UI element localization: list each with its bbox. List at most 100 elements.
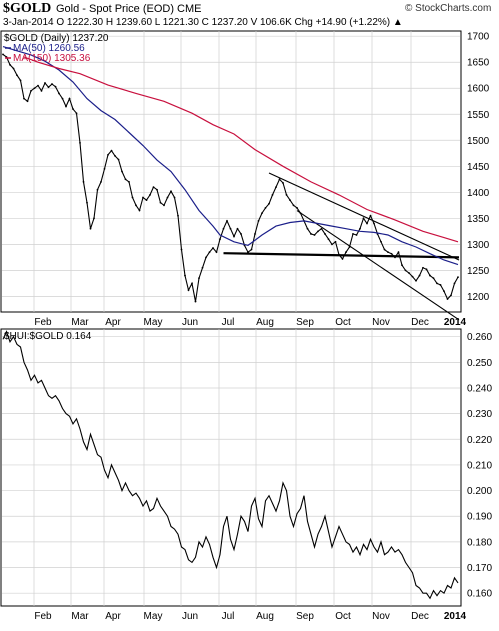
price-point bbox=[212, 247, 214, 249]
price-point bbox=[72, 108, 74, 110]
ratio-y-tick-label: 0.170 bbox=[467, 563, 492, 574]
price-y-tick-label: 1200 bbox=[467, 292, 490, 303]
ratio-x-tick-label: Dec bbox=[411, 611, 429, 622]
price-point bbox=[355, 234, 358, 236]
price-point bbox=[12, 67, 15, 70]
ratio-y-tick-label: 0.200 bbox=[467, 486, 492, 497]
ratio-x-tick-label: Sep bbox=[296, 611, 314, 622]
price-point bbox=[387, 251, 389, 254]
price-point bbox=[16, 74, 18, 77]
price-point bbox=[341, 258, 344, 260]
price-point bbox=[26, 100, 29, 103]
price-point bbox=[275, 186, 277, 189]
legend-entry: MA(150) 1305.36 bbox=[13, 53, 91, 64]
price-point bbox=[117, 158, 120, 161]
price-point bbox=[397, 251, 400, 254]
price-point bbox=[334, 240, 337, 243]
price-point bbox=[439, 284, 442, 286]
price-point bbox=[366, 222, 368, 225]
price-x-tick-label: May bbox=[144, 317, 163, 328]
price-point bbox=[352, 233, 354, 235]
price-point bbox=[408, 272, 410, 274]
price-point bbox=[359, 227, 361, 230]
price-point bbox=[299, 212, 302, 215]
price-point bbox=[429, 274, 431, 277]
price-point bbox=[215, 251, 218, 254]
price-point bbox=[394, 256, 396, 259]
price-point bbox=[240, 233, 242, 235]
price-x-tick-label: Dec bbox=[411, 317, 429, 328]
price-point bbox=[331, 243, 333, 246]
price-point bbox=[79, 141, 81, 144]
price-point bbox=[443, 290, 445, 293]
ratio-x-tick-label: Jun bbox=[182, 611, 198, 622]
price-x-tick-label: 2014 bbox=[444, 317, 467, 328]
price-point bbox=[411, 275, 414, 278]
price-point bbox=[261, 212, 263, 215]
series-line-price-1 bbox=[2, 46, 459, 266]
ratio-x-tick-label: Aug bbox=[256, 611, 274, 622]
ratio-legend: $HUI:$GOLD 0.164 bbox=[4, 331, 92, 342]
price-point bbox=[149, 194, 151, 196]
price-point bbox=[320, 227, 323, 230]
price-point bbox=[201, 266, 204, 269]
price-point bbox=[233, 235, 235, 238]
price-point bbox=[65, 105, 67, 108]
price-point bbox=[180, 248, 183, 251]
price-point bbox=[362, 217, 365, 220]
chart-header: $GOLD Gold - Spot Price (EOD) CME © Stoc… bbox=[0, 0, 499, 31]
price-point bbox=[110, 149, 113, 152]
series-line-price-2 bbox=[23, 56, 459, 243]
ratio-x-tick-label: Apr bbox=[105, 611, 121, 622]
panel-ratio: 0.160 0.170 0.180 0.190 0.200 0.210 0.220 0.230… bbox=[0, 328, 492, 622]
price-point bbox=[138, 209, 141, 212]
price-point bbox=[152, 186, 155, 189]
price-point bbox=[418, 274, 421, 277]
price-x-tick-label: Feb bbox=[34, 317, 52, 328]
price-point bbox=[107, 153, 109, 156]
price-y-tick-label: 1500 bbox=[467, 136, 490, 147]
ratio-y-tick-label: 0.250 bbox=[467, 358, 492, 369]
price-point bbox=[163, 204, 165, 207]
price-point bbox=[250, 248, 253, 251]
price-y-tick-label: 1650 bbox=[467, 58, 490, 69]
brand-label[interactable]: © StockCharts.com bbox=[405, 3, 492, 14]
price-point bbox=[264, 207, 267, 209]
price-point bbox=[457, 276, 459, 279]
horizontal-support bbox=[223, 252, 460, 259]
price-y-tick-label: 1600 bbox=[467, 84, 490, 95]
price-point bbox=[124, 178, 127, 181]
price-point bbox=[82, 181, 85, 183]
ratio-x-tick-label: May bbox=[144, 611, 163, 622]
price-point bbox=[289, 199, 291, 202]
price-point bbox=[453, 282, 456, 285]
ratio-x-tick-label: 2014 bbox=[444, 611, 467, 622]
price-y-tick-label: 1700 bbox=[467, 32, 490, 43]
symbol-description: Gold - Spot Price (EOD) CME bbox=[56, 3, 202, 15]
price-point bbox=[278, 178, 281, 181]
legend-entry: $HUI:$GOLD 0.164 bbox=[4, 331, 92, 342]
ratio-y-tick-label: 0.210 bbox=[467, 460, 492, 471]
price-y-tick-label: 1250 bbox=[467, 266, 490, 277]
ratio-y-tick-label: 0.180 bbox=[467, 537, 492, 548]
price-y-tick-label: 1450 bbox=[467, 162, 490, 173]
price-point bbox=[229, 227, 232, 230]
price-frame bbox=[0, 30, 462, 313]
price-point bbox=[166, 196, 169, 199]
price-point bbox=[173, 196, 176, 199]
price-y-tick-label: 1350 bbox=[467, 214, 490, 225]
price-point bbox=[268, 202, 270, 205]
price-point bbox=[292, 204, 295, 207]
price-point bbox=[170, 190, 172, 193]
price-point bbox=[247, 251, 249, 254]
ratio-y-tick-label: 0.160 bbox=[467, 589, 492, 600]
price-point bbox=[327, 238, 330, 241]
price-point bbox=[93, 217, 95, 220]
price-point bbox=[187, 289, 190, 292]
price-point bbox=[58, 92, 60, 95]
price-point bbox=[96, 188, 99, 191]
price-x-tick-label: Nov bbox=[372, 317, 390, 328]
panel-price: 1200 1250 1300 1350 1400 1450 1500 1550 1600 1650… bbox=[0, 30, 490, 328]
